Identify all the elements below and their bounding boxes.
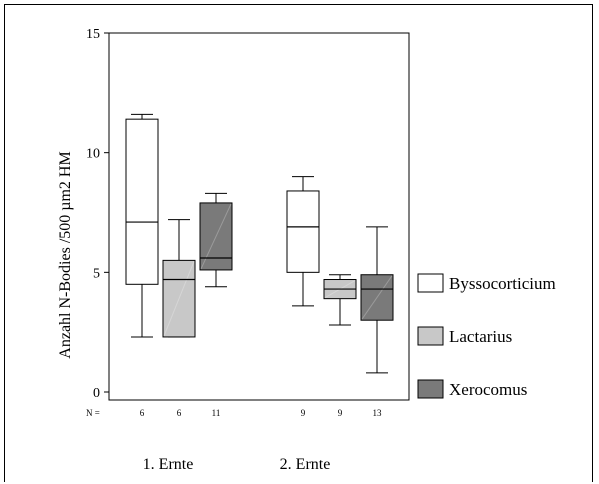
n-count: 13 [373, 408, 383, 418]
n-count: 6 [140, 408, 145, 418]
n-count: 9 [301, 408, 306, 418]
legend-item-byssocorticium: Byssocorticium [417, 273, 556, 293]
box-byssocorticium-group1 [125, 113, 159, 338]
box-iqr [360, 274, 394, 321]
group-label-1: 1. Ernte [143, 456, 194, 473]
n-count: 6 [177, 408, 182, 418]
legend-item-lactarius: Lactarius [417, 326, 512, 346]
legend-swatch [417, 273, 444, 293]
plot-area [108, 32, 410, 401]
box-xerocomus-group2 [360, 226, 394, 374]
n-count: 9 [338, 408, 343, 418]
box-iqr [286, 190, 320, 273]
legend-label: Xerocomus [449, 380, 527, 399]
y-tick-label: 10 [86, 147, 100, 162]
legend-label: Byssocorticium [449, 274, 556, 293]
box-iqr [125, 118, 159, 285]
y-tick-label: 15 [86, 27, 100, 42]
n-count-row: N = 6 6 11 9 9 13 [86, 408, 382, 418]
box-iqr [199, 202, 233, 271]
y-tick-label: 5 [93, 266, 100, 281]
n-count-label: N = [86, 408, 100, 418]
group-label-2: 2. Ernte [280, 456, 331, 473]
y-axis: 0 5 10 15 [86, 27, 109, 401]
y-tick-label: 0 [93, 386, 100, 401]
box-iqr [162, 259, 196, 338]
legend-swatch [417, 379, 444, 399]
n-count: 11 [212, 408, 221, 418]
legend-item-xerocomus: Xerocomus [417, 379, 527, 399]
y-axis-label: Anzahl N-Bodies /500 µm2 HM [57, 151, 74, 358]
box-xerocomus-group1 [199, 192, 233, 288]
legend-label: Lactarius [449, 327, 512, 346]
figure-frame [4, 4, 593, 482]
legend: Byssocorticium Lactarius Xerocomus [417, 273, 556, 399]
box-group [125, 113, 394, 374]
box-lactarius-group2 [323, 274, 357, 326]
box-sheen [361, 275, 393, 320]
legend-swatch [417, 326, 444, 346]
box-sheen [163, 261, 195, 337]
box-byssocorticium-group2 [286, 176, 320, 307]
box-lactarius-group1 [162, 219, 196, 338]
